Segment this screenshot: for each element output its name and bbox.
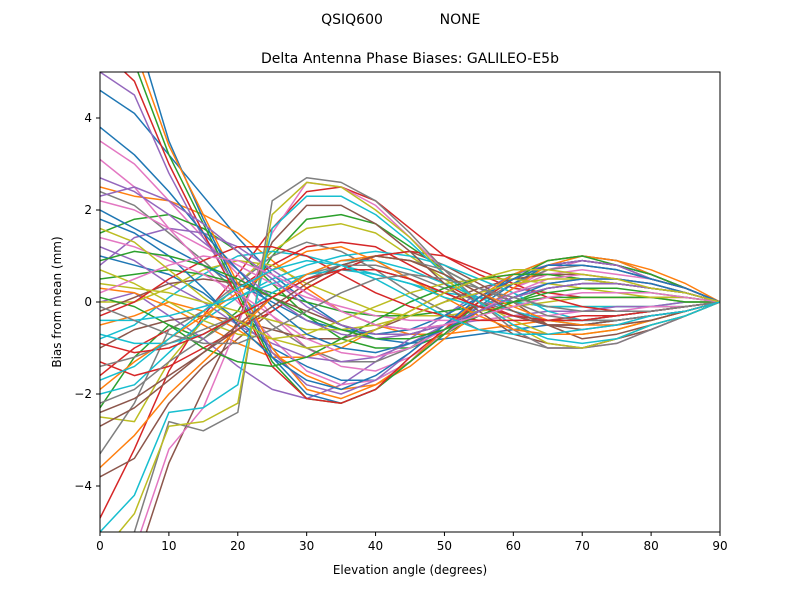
x-axis: 0 10 20 30 40 50 60 70 80 90 bbox=[96, 532, 728, 553]
series-line-53 bbox=[100, 250, 720, 340]
series-line-54 bbox=[100, 269, 720, 354]
x-tick-label: 0 bbox=[96, 539, 104, 553]
y-axis: −4 −2 0 2 4 bbox=[74, 111, 100, 493]
y-tick-label: −2 bbox=[74, 387, 92, 401]
x-tick-label: 10 bbox=[161, 539, 176, 553]
chart-title: Delta Antenna Phase Biases: GALILEO-E5b bbox=[261, 51, 559, 67]
series-line-58 bbox=[100, 273, 720, 345]
series-line-40 bbox=[100, 195, 720, 532]
y-tick-label: −4 bbox=[74, 479, 92, 493]
suptitle-left: QSIQ600 bbox=[321, 12, 383, 28]
plot-area bbox=[100, 72, 720, 532]
x-tick-label: 30 bbox=[299, 539, 314, 553]
series-line-38 bbox=[133, 177, 720, 532]
series-line-59 bbox=[100, 227, 720, 349]
series-line-60 bbox=[100, 259, 720, 381]
y-axis-label: Bias from mean (mm) bbox=[50, 236, 64, 367]
y-tick-label: 4 bbox=[84, 111, 92, 125]
x-tick-label: 60 bbox=[506, 539, 521, 553]
x-tick-label: 40 bbox=[368, 539, 383, 553]
series-line-57 bbox=[100, 255, 720, 331]
x-axis-label: Elevation angle (degrees) bbox=[333, 563, 487, 577]
x-tick-label: 90 bbox=[712, 539, 727, 553]
suptitle-right: NONE bbox=[440, 12, 481, 28]
x-tick-label: 80 bbox=[643, 539, 658, 553]
x-tick-label: 20 bbox=[230, 539, 245, 553]
series-line-41 bbox=[100, 218, 720, 391]
y-tick-label: 2 bbox=[84, 203, 92, 217]
series-line-55 bbox=[100, 186, 720, 335]
y-tick-label: 0 bbox=[84, 295, 92, 309]
x-tick-label: 70 bbox=[575, 539, 590, 553]
x-tick-label: 50 bbox=[437, 539, 452, 553]
